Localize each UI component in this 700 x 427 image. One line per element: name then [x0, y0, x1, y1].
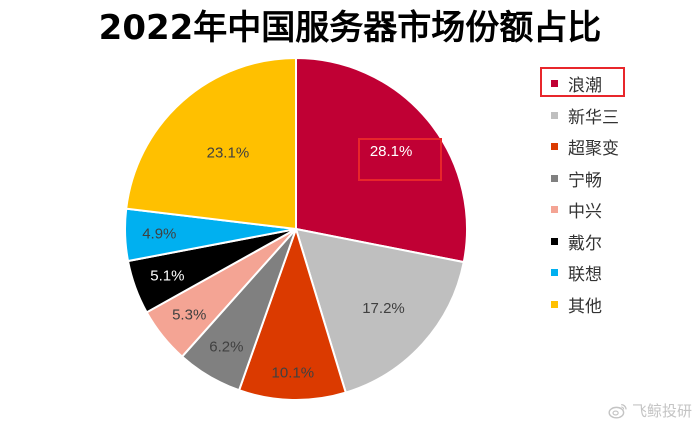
legend-item-超聚变: 超聚变: [545, 131, 665, 163]
data-label-联想: 4.9%: [142, 226, 176, 243]
pie-slices: [124, 56, 469, 401]
data-label-其他: 23.1%: [207, 144, 250, 161]
legend-label: 其他: [568, 296, 602, 317]
legend-label: 中兴: [568, 202, 602, 223]
legend-swatch: [551, 174, 558, 182]
data-label-戴尔: 5.1%: [150, 268, 184, 285]
legend-item-浪潮: 浪潮: [545, 68, 665, 100]
pie-slice-新华三: [294, 227, 465, 394]
chart-legend: 浪潮新华三超聚变宁畅中兴戴尔联想其他: [545, 68, 665, 320]
legend-swatch: [551, 206, 558, 214]
chart-title: 2022年中国服务器市场份额占比: [98, 8, 602, 48]
legend-swatch: [551, 269, 558, 277]
watermark-text: 飞鲸投研: [631, 402, 692, 420]
pie-slice-超聚变: [237, 225, 348, 401]
pie-data-labels: 28.1% 17.2% 10.1% 6.2%5.3% 5.1% 4.9% 23.1%: [142, 143, 412, 382]
legend-swatch: [551, 111, 558, 119]
legend-label: 宁畅: [568, 170, 602, 191]
legend-item-中兴: 中兴: [545, 194, 665, 226]
data-label-超聚变: 10.1%: [272, 365, 315, 382]
data-label-新华三: 17.2%: [362, 300, 405, 317]
legend-highlight-box: [540, 67, 625, 97]
highlight-box-data-label: [358, 138, 442, 181]
legend-swatch: [551, 300, 558, 308]
legend-swatch: [551, 143, 558, 151]
legend-swatch: [551, 237, 558, 245]
legend-label: 超聚变: [568, 139, 619, 160]
legend-swatch: [551, 80, 558, 88]
legend-label: 新华三: [568, 107, 619, 128]
pie-slice-浪潮: [295, 56, 469, 264]
legend-label: 戴尔: [568, 233, 602, 254]
legend-label: 浪潮: [568, 76, 602, 97]
legend-item-新华三: 新华三: [545, 100, 665, 132]
legend-item-其他: 其他: [545, 289, 665, 321]
legend-label: 联想: [568, 265, 602, 286]
data-label-宁畅: 6.2%: [209, 339, 243, 356]
data-label-中兴: 5.3%: [172, 307, 206, 324]
legend-item-联想: 联想: [545, 257, 665, 289]
watermark: 飞鲸投研: [608, 400, 692, 421]
weibo-icon: [608, 403, 627, 419]
legend-item-戴尔: 戴尔: [545, 226, 665, 258]
pie-slice-其他: [125, 56, 297, 231]
data-label-浪潮: 28.1%: [370, 143, 413, 160]
legend-item-宁畅: 宁畅: [545, 163, 665, 195]
